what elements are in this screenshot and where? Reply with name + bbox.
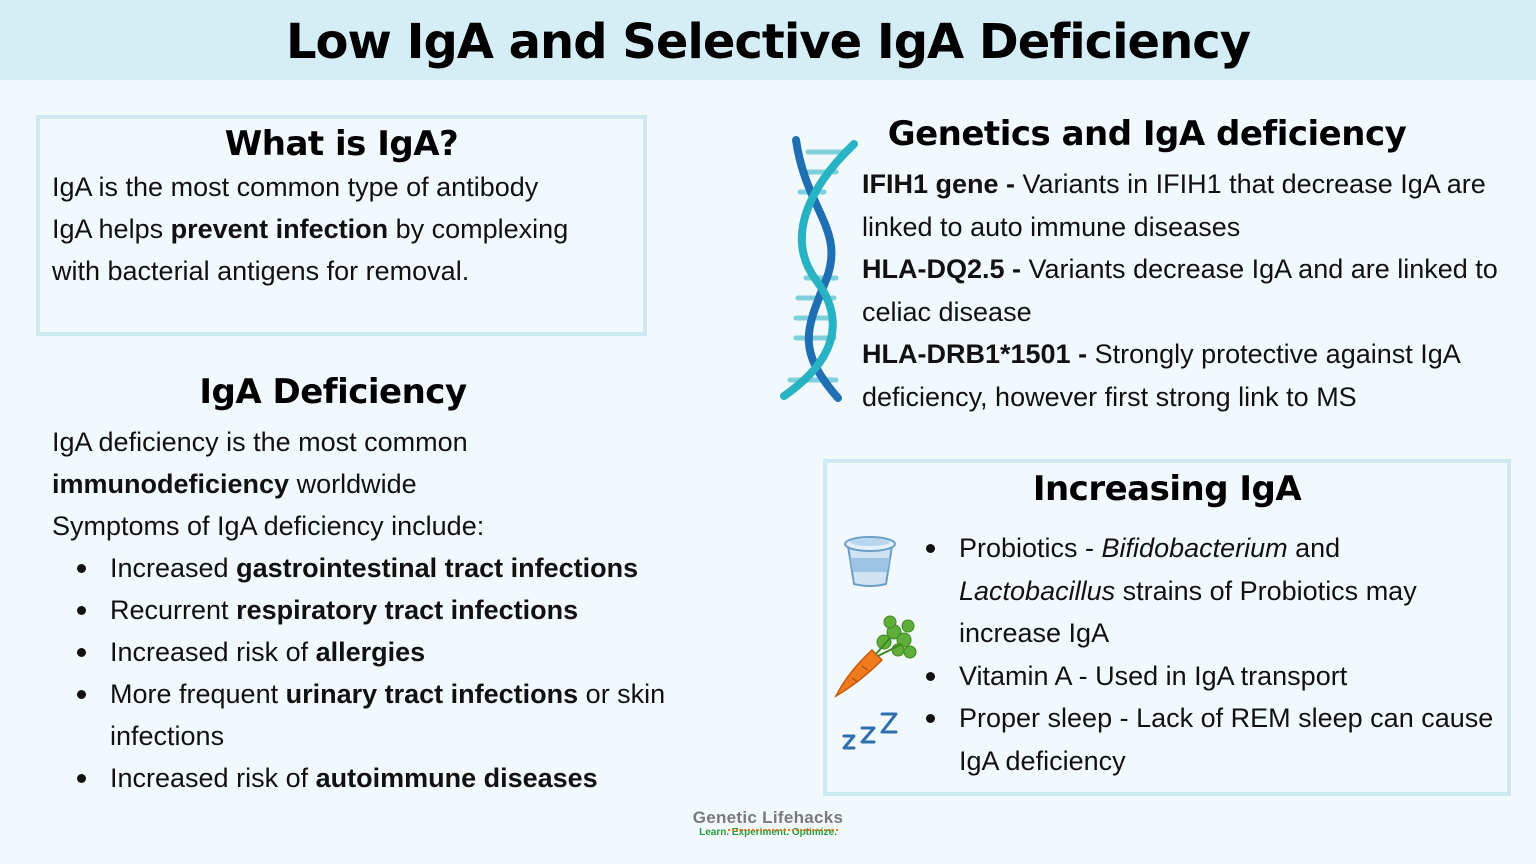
gene-desc: Strongly protective against IgA deficien… (862, 339, 1460, 412)
symptom-bold: gastrointestinal tract infections (236, 553, 639, 583)
what-line-1: IgA is the most common type of antibody (52, 172, 539, 202)
yogurt-icon (844, 536, 896, 587)
deficiency-intro-bold: immunodeficiency (52, 469, 290, 499)
symptoms-label: Symptoms of IgA deficiency include: (52, 511, 485, 541)
increasing-item-probiotics: Probiotics - Bifidobacterium and Lactoba… (901, 527, 1501, 655)
probiotics-label: Probiotics - (959, 533, 1102, 563)
genetics-text: IFIH1 gene - Variants in IFIH1 that decr… (862, 163, 1502, 419)
deficiency-intro-1: IgA deficiency is the most common (52, 427, 468, 457)
what-line-2-bold: prevent infection (170, 214, 389, 244)
dna-icon (780, 136, 858, 402)
symptom-bold: respiratory tract infections (236, 595, 579, 625)
symptom-item: More frequent urinary tract infections o… (52, 673, 702, 757)
symptom-item: Increased gastrointestinal tract infecti… (52, 547, 702, 589)
gene-ifih1: IFIH1 gene - Variants in IFIH1 that decr… (862, 163, 1502, 248)
page-title: Low IgA and Selective IgA Deficiency (285, 14, 1251, 70)
symptom-list: Increased gastrointestinal tract infecti… (52, 547, 702, 799)
gene-name: HLA-DRB1*1501 - (862, 339, 1088, 370)
what-is-iga-box (36, 115, 647, 336)
increasing-iga-box (823, 459, 1511, 796)
title-banner: Low IgA and Selective IgA Deficiency (0, 0, 1536, 80)
probiotics-rest: strains of Probiotics may increase IgA (959, 575, 1417, 649)
increasing-heading: Increasing IgA (1032, 469, 1302, 509)
symptom-pre: More frequent (110, 679, 286, 709)
genetics-heading: Genetics and IgA deficiency (887, 114, 1407, 154)
symptom-bold: allergies (315, 637, 426, 667)
symptom-pre: Increased risk of (110, 637, 316, 667)
what-is-iga-heading: What is IgA? (224, 124, 459, 164)
logo-dots (728, 829, 838, 833)
what-is-iga-text: IgA is the most common type of antibody … (52, 166, 642, 292)
deficiency-heading: IgA Deficiency (199, 372, 467, 412)
increasing-item-vitamin-a: Vitamin A - Used in IgA transport (901, 655, 1501, 698)
logo-tagline: Learn. Experiment. Optimize. (699, 827, 837, 838)
logo-name: Genetic Lifehacks (692, 808, 844, 827)
gene-hla-drb1: HLA-DRB1*1501 - Strongly protective agai… (862, 333, 1502, 418)
deficiency-intro-c: worldwide (289, 469, 417, 499)
gene-name: HLA-DQ2.5 - (862, 254, 1022, 285)
carrot-icon (834, 615, 917, 698)
increasing-text: Probiotics - Bifidobacterium and Lactoba… (901, 527, 1501, 783)
bifidobacterium: Bifidobacterium (1101, 533, 1288, 563)
deficiency-text: IgA deficiency is the most common immuno… (52, 421, 752, 799)
symptom-bold: urinary tract infections (285, 679, 579, 709)
symptom-pre: Increased (110, 553, 237, 583)
probiotics-and: and (1287, 533, 1341, 563)
sleep-icon (842, 712, 898, 750)
symptom-pre: Increased risk of (110, 763, 316, 793)
symptom-item: Increased risk of allergies (52, 631, 702, 673)
genetic-lifehacks-logo: Genetic Lifehacks Learn. Experiment. Opt… (668, 808, 868, 838)
gene-desc: Variants in IFIH1 that decrease IgA are … (862, 169, 1486, 242)
increasing-item-sleep: Proper sleep - Lack of REM sleep can cau… (901, 697, 1501, 782)
symptom-item: Increased risk of autoimmune diseases (52, 757, 702, 799)
gene-desc: Variants decrease IgA and are linked to … (862, 254, 1498, 327)
deficiency-intro-2: immunodeficiency worldwide (52, 463, 752, 505)
symptom-pre: Recurrent (110, 595, 237, 625)
symptom-bold: autoimmune diseases (315, 763, 598, 793)
what-line-2-a: IgA helps (52, 214, 171, 244)
symptom-item: Recurrent respiratory tract infections (52, 589, 702, 631)
what-line-3: with bacterial antigens for removal. (52, 256, 470, 286)
gene-name: IFIH1 gene - (862, 169, 1016, 199)
gene-hla-dq25: HLA-DQ2.5 - Variants decrease IgA and ar… (862, 248, 1502, 333)
symptom-post: or skin infections (110, 679, 666, 751)
increasing-list: Probiotics - Bifidobacterium and Lactoba… (901, 527, 1501, 783)
lactobacillus: Lactobacillus (959, 575, 1116, 606)
what-line-2: IgA helps prevent infection by complexin… (52, 208, 642, 250)
what-line-2-c: by complexing (388, 214, 569, 244)
